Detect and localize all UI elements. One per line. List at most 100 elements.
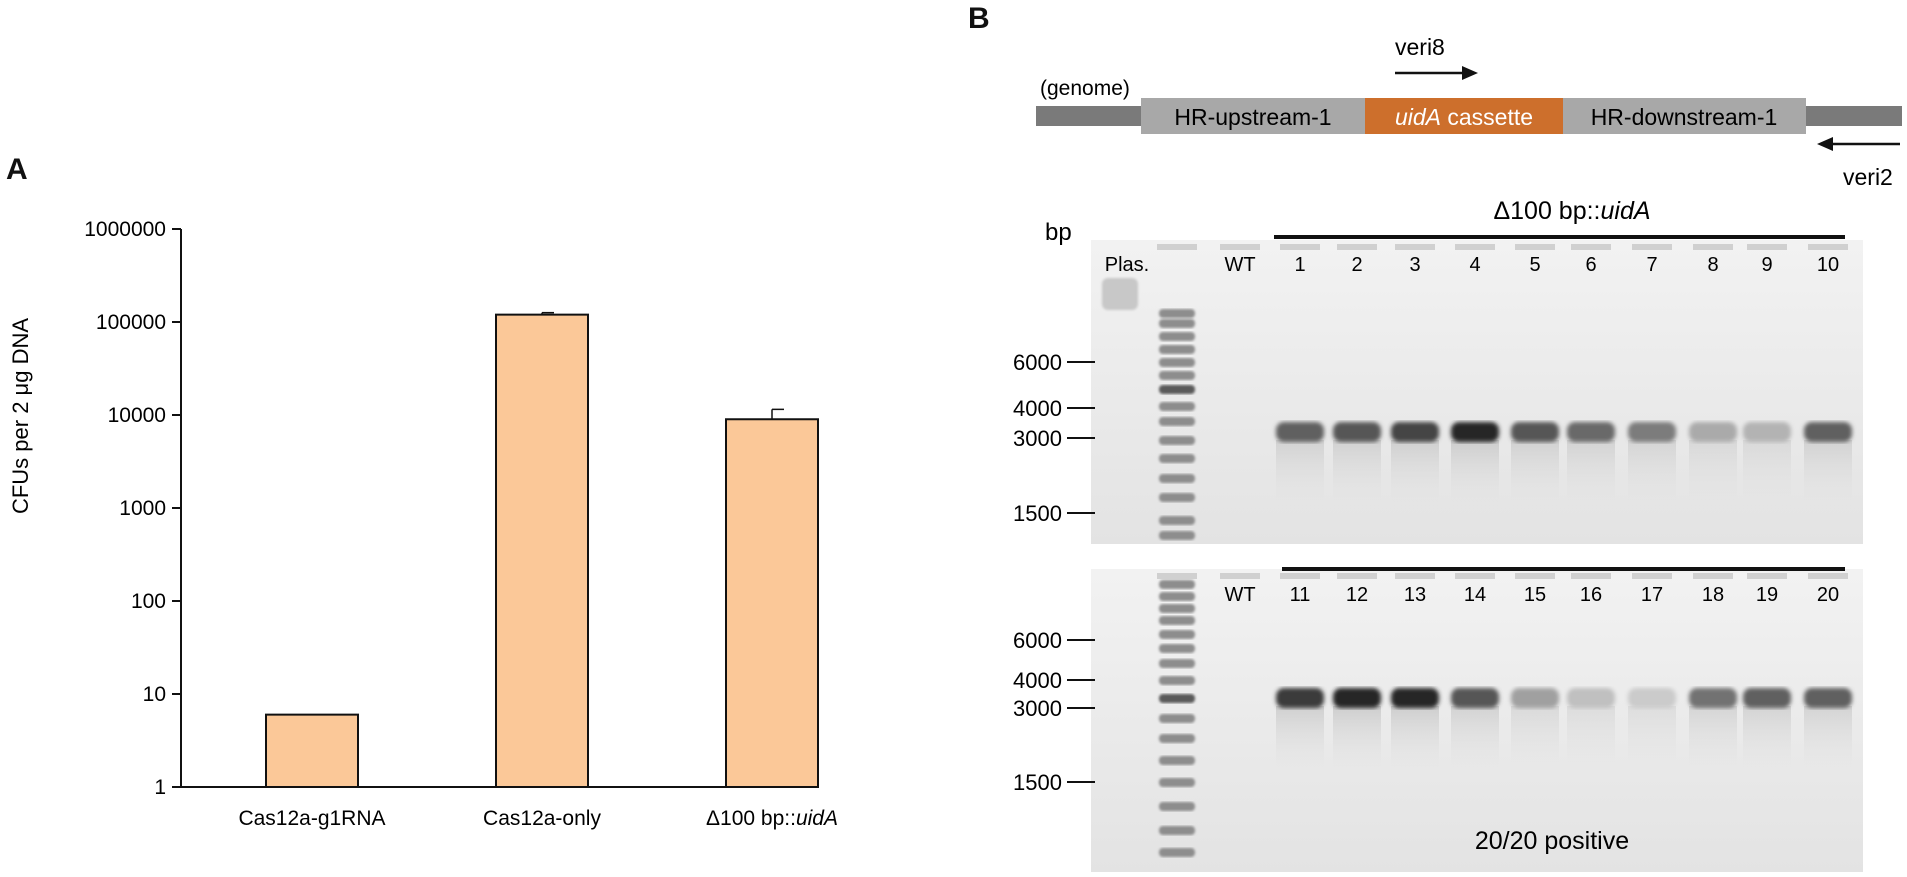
lane-smear: [1451, 440, 1499, 510]
lane-label: WT: [1224, 254, 1255, 276]
gel-well: [1808, 244, 1848, 250]
gel-well: [1693, 244, 1733, 250]
gel-well: [1632, 573, 1672, 579]
bar: [495, 313, 589, 788]
hr-upstream-box: [1141, 98, 1365, 134]
size-marker-label: 4000: [1013, 668, 1062, 693]
ladder-band: [1159, 385, 1195, 394]
pcr-band: [1804, 422, 1852, 442]
ladder-band: [1159, 756, 1195, 765]
gel-well: [1337, 573, 1377, 579]
lane-label: 6: [1585, 254, 1596, 276]
y-tick-label: 1000000: [84, 218, 166, 241]
lane-smear: [1511, 706, 1559, 776]
primer-forward-arrowhead: [1462, 66, 1478, 80]
pcr-band: [1511, 688, 1559, 708]
plasmid-band: [1102, 278, 1138, 310]
gel-well: [1808, 573, 1848, 579]
lane-smear: [1333, 706, 1381, 776]
ladder-band: [1159, 802, 1195, 811]
gel-well: [1455, 573, 1495, 579]
lane-label: Plas.: [1105, 254, 1149, 276]
y-tick-label: 100000: [96, 311, 166, 334]
pcr-band: [1333, 688, 1381, 708]
panel-b-label: B: [968, 2, 990, 35]
pcr-band: [1743, 422, 1791, 442]
y-tick-label: 100: [131, 590, 166, 613]
lane-label: 2: [1351, 254, 1362, 276]
ladder-band: [1159, 644, 1195, 653]
pcr-band: [1511, 422, 1559, 442]
lane-label: 20: [1817, 584, 1839, 606]
lane-label: 12: [1346, 584, 1368, 606]
lane-smear: [1804, 440, 1852, 510]
pcr-band: [1567, 422, 1615, 442]
y-axis-label: CFUs per 2 μg DNA: [8, 318, 33, 514]
size-marker-label: 1500: [1013, 501, 1062, 526]
ladder-band: [1159, 778, 1195, 787]
gel-well: [1280, 244, 1320, 250]
genome-left: [1036, 106, 1142, 126]
hr-upstream-label: HR-upstream-1: [1174, 104, 1331, 130]
ladder-band: [1159, 630, 1195, 639]
y-tick-label: 10: [143, 683, 166, 706]
ladder-band: [1159, 345, 1195, 354]
lane-label: 7: [1646, 254, 1657, 276]
y-tick-label: 1: [154, 776, 166, 799]
lane-label: 1: [1294, 254, 1305, 276]
pcr-band: [1391, 688, 1439, 708]
lane-smear: [1743, 706, 1791, 776]
x-tick-label: Cas12a-only: [483, 807, 601, 830]
lane-label: 11: [1290, 584, 1311, 606]
ladder-band: [1159, 531, 1195, 540]
ladder-band: [1159, 332, 1195, 341]
pcr-band: [1567, 688, 1615, 708]
primer-reverse-label: veri2: [1843, 164, 1893, 190]
panel-a-label: A: [6, 153, 28, 186]
ladder-band: [1159, 694, 1195, 703]
pcr-band: [1743, 688, 1791, 708]
lane-smear: [1567, 440, 1615, 510]
size-marker-label: 3000: [1013, 696, 1062, 721]
gel-title: Δ100 bp::uidA: [1493, 197, 1650, 225]
ladder-band: [1159, 734, 1195, 743]
gel-well: [1280, 573, 1320, 579]
gel-well: [1337, 244, 1377, 250]
pcr-band: [1451, 688, 1499, 708]
lane-label: 15: [1524, 584, 1546, 606]
gel-well: [1395, 573, 1435, 579]
primer-forward-label: veri8: [1395, 34, 1445, 60]
ladder-band: [1159, 676, 1195, 685]
ladder-band: [1159, 616, 1195, 625]
ladder-band: [1159, 474, 1195, 483]
pcr-band: [1276, 422, 1324, 442]
ladder-band: [1159, 826, 1195, 835]
gel-well: [1693, 573, 1733, 579]
x-tick-label: Cas12a-g1RNA: [238, 807, 385, 830]
lane-smear: [1689, 440, 1737, 510]
gel-well: [1395, 244, 1435, 250]
ladder-band: [1159, 580, 1195, 589]
size-marker-label: 3000: [1013, 426, 1062, 451]
size-marker-label: 6000: [1013, 350, 1062, 375]
pcr-band: [1451, 422, 1499, 442]
ladder-band: [1159, 436, 1195, 445]
gel-well: [1571, 244, 1611, 250]
gel-summary: 20/20 positive: [1475, 827, 1629, 855]
pcr-band: [1276, 688, 1324, 708]
lane-smear: [1333, 440, 1381, 510]
lane-smear: [1567, 706, 1615, 776]
ladder-band: [1159, 402, 1195, 411]
ladder-band: [1159, 848, 1195, 857]
lane-label: 5: [1529, 254, 1540, 276]
uida-cassette-label: uidA cassette: [1395, 104, 1533, 130]
lane-label: 19: [1756, 584, 1778, 606]
lane-label: 10: [1817, 254, 1839, 276]
size-marker-label: 6000: [1013, 628, 1062, 653]
hr-downstream-label: HR-downstream-1: [1591, 104, 1778, 130]
gel-well: [1515, 244, 1555, 250]
lane-label: 4: [1469, 254, 1480, 276]
gel-well: [1220, 244, 1260, 250]
genome-label: (genome): [1040, 77, 1130, 100]
